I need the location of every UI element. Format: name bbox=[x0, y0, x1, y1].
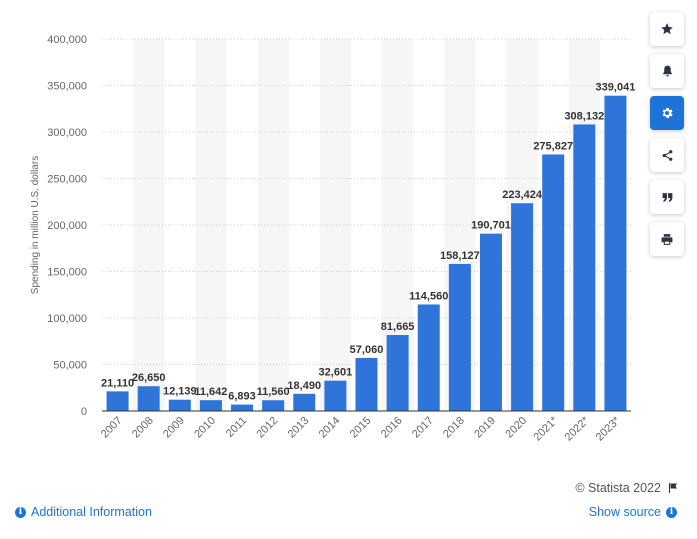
bar[interactable] bbox=[106, 391, 129, 411]
info-icon: i bbox=[15, 506, 26, 518]
favorite-button[interactable] bbox=[650, 12, 684, 46]
bell-icon bbox=[662, 65, 672, 77]
bar-value-label: 32,601 bbox=[319, 367, 353, 379]
bar-value-label: 190,701 bbox=[471, 220, 511, 232]
additional-information-label: Additional Information bbox=[31, 505, 152, 519]
bar-value-label: 114,560 bbox=[409, 290, 448, 302]
bar[interactable] bbox=[324, 380, 347, 411]
bar[interactable] bbox=[168, 399, 191, 411]
gear-icon bbox=[662, 107, 673, 119]
x-tick-label: 2019 bbox=[472, 415, 498, 441]
bar-value-label: 158,127 bbox=[440, 250, 480, 262]
additional-information-link[interactable]: i Additional Information bbox=[15, 505, 152, 519]
bar-value-label: 18,490 bbox=[287, 380, 321, 392]
x-tick-label: 2013 bbox=[286, 415, 312, 441]
show-source-link[interactable]: Show source i bbox=[589, 505, 677, 519]
settings-button[interactable] bbox=[650, 96, 684, 130]
quote-icon bbox=[662, 192, 672, 202]
x-tick-label: 2017 bbox=[410, 415, 436, 441]
x-tick-label: 2010 bbox=[192, 415, 218, 441]
x-tick-label: 2008 bbox=[130, 415, 156, 441]
y-axis-label: Spending in million U.S. dollars bbox=[30, 156, 41, 294]
bar[interactable] bbox=[604, 95, 627, 412]
x-tick-label: 2020 bbox=[503, 415, 529, 441]
y-tick-label: 150,000 bbox=[47, 267, 87, 279]
bar[interactable] bbox=[573, 124, 596, 411]
bar-value-label: 339,041 bbox=[596, 82, 636, 94]
bar-value-label: 26,650 bbox=[132, 372, 166, 384]
bar[interactable] bbox=[386, 335, 409, 411]
x-tick-label: 2012 bbox=[254, 415, 280, 441]
bar-value-label: 308,132 bbox=[564, 110, 604, 122]
x-tick-label: 2021* bbox=[532, 414, 561, 443]
flag-icon bbox=[669, 483, 677, 493]
star-icon bbox=[661, 23, 673, 35]
chart-toolbar bbox=[650, 12, 684, 264]
info-icon: i bbox=[666, 506, 677, 518]
bar[interactable] bbox=[231, 404, 254, 411]
bar-value-label: 57,060 bbox=[350, 344, 384, 356]
x-tick-label: 2014 bbox=[317, 415, 343, 441]
y-tick-label: 350,000 bbox=[47, 81, 87, 93]
bar[interactable] bbox=[137, 386, 160, 411]
y-tick-label: 50,000 bbox=[53, 360, 87, 372]
bar-value-label: 81,665 bbox=[381, 321, 415, 333]
x-axis-ticks: 2007 2008 2009 2010 2011 2012 2013 2014 2015 2016… bbox=[99, 414, 623, 443]
cite-button[interactable] bbox=[650, 180, 684, 214]
y-tick-label: 300,000 bbox=[47, 127, 87, 139]
share-button[interactable] bbox=[650, 138, 684, 172]
bar-value-label: 223,424 bbox=[502, 189, 543, 201]
bar[interactable] bbox=[479, 233, 502, 411]
x-tick-label: 2015 bbox=[348, 415, 374, 441]
bar-value-label: 12,139 bbox=[163, 386, 197, 398]
notification-button[interactable] bbox=[650, 54, 684, 88]
bar[interactable] bbox=[542, 154, 565, 411]
x-tick-label: 2011 bbox=[224, 415, 249, 440]
bar-value-label: 275,827 bbox=[533, 140, 573, 152]
bar-value-label: 11,560 bbox=[257, 386, 290, 398]
bar[interactable] bbox=[293, 393, 316, 411]
print-icon bbox=[661, 233, 673, 245]
bar-value-label: 6,893 bbox=[228, 391, 256, 403]
x-tick-label: 2018 bbox=[441, 415, 467, 441]
bar[interactable] bbox=[355, 357, 378, 411]
share-icon bbox=[662, 149, 672, 161]
copyright: © Statista 2022 bbox=[575, 481, 679, 495]
x-tick-label: 2023* bbox=[594, 414, 623, 443]
x-tick-label: 2022* bbox=[563, 414, 592, 443]
bars bbox=[106, 95, 627, 412]
y-tick-label: 250,000 bbox=[47, 174, 87, 186]
x-tick-label: 2016 bbox=[379, 415, 405, 441]
bar[interactable] bbox=[199, 400, 222, 411]
y-axis-ticks: 0 50,000 100,000 150,000 200,000 250,000 300,0… bbox=[47, 34, 87, 418]
bar[interactable] bbox=[417, 304, 440, 411]
bar-value-label: 21,110 bbox=[101, 377, 134, 389]
bar[interactable] bbox=[511, 203, 534, 411]
show-source-label: Show source bbox=[588, 505, 661, 519]
copyright-text: © Statista 2022 bbox=[575, 481, 661, 495]
y-tick-label: 0 bbox=[81, 406, 87, 418]
x-tick-label: 2009 bbox=[161, 415, 187, 441]
y-tick-label: 100,000 bbox=[47, 313, 87, 325]
y-tick-label: 200,000 bbox=[47, 220, 87, 232]
y-tick-label: 400,000 bbox=[47, 34, 87, 46]
bar-value-label: 11,642 bbox=[194, 386, 227, 398]
bar[interactable] bbox=[448, 263, 471, 411]
print-button[interactable] bbox=[650, 222, 684, 256]
bar[interactable] bbox=[262, 400, 285, 411]
x-tick-label: 2007 bbox=[99, 415, 125, 441]
